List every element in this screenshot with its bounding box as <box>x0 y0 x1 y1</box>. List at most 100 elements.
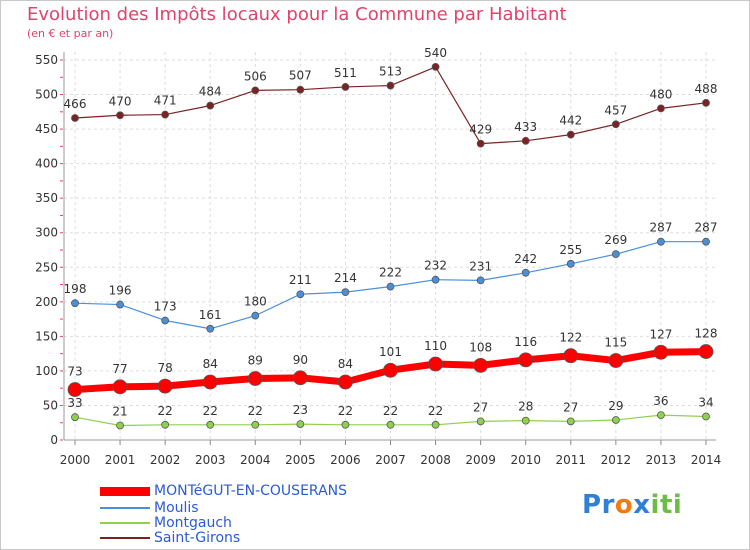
data-point <box>702 237 710 246</box>
data-point <box>383 362 398 378</box>
data-point <box>341 420 350 429</box>
data-label: 198 <box>64 282 87 296</box>
data-point <box>116 300 124 309</box>
x-tick-label: 2010 <box>510 453 541 467</box>
data-label: 480 <box>649 87 672 101</box>
legend-swatch-moulis <box>100 507 150 509</box>
data-label: 196 <box>109 284 132 298</box>
data-point <box>521 416 530 425</box>
logo-letter: r <box>601 490 615 520</box>
data-label: 442 <box>559 114 582 128</box>
data-point <box>518 352 534 368</box>
y-tick-label: 450 <box>35 122 58 136</box>
y-tick-label: 100 <box>35 364 58 378</box>
data-point <box>476 276 485 285</box>
data-label: 89 <box>248 354 263 368</box>
data-point <box>431 275 440 284</box>
data-label: 211 <box>289 273 312 287</box>
data-point <box>341 288 350 297</box>
data-point <box>202 374 218 390</box>
y-tick-label: 0 <box>50 433 58 447</box>
data-point <box>116 111 124 120</box>
data-point <box>386 420 395 429</box>
data-label: 116 <box>514 335 537 349</box>
logo-letter: x <box>633 490 651 520</box>
legend-label-moulis: Moulis <box>154 500 199 516</box>
data-label: 484 <box>199 85 222 99</box>
data-point <box>386 282 395 291</box>
data-point <box>251 420 260 429</box>
data-point <box>611 120 620 129</box>
data-label: 457 <box>604 103 627 117</box>
data-point <box>338 374 353 390</box>
data-point <box>67 382 83 397</box>
y-tick-label: 300 <box>35 226 58 240</box>
data-point <box>611 416 620 424</box>
data-point <box>608 353 624 368</box>
data-label: 78 <box>158 361 173 375</box>
y-tick-label: 250 <box>35 260 58 274</box>
data-point <box>161 420 170 429</box>
data-point <box>206 420 215 429</box>
data-label: 122 <box>559 331 582 345</box>
data-point <box>521 136 530 145</box>
data-label: 21 <box>112 404 127 418</box>
logo-letter: i <box>650 490 660 520</box>
data-label: 22 <box>203 404 218 418</box>
data-label: 22 <box>428 404 443 418</box>
chart-title: Evolution des Impôts locaux pour la Comm… <box>27 4 567 25</box>
logo-letter: i <box>672 490 683 520</box>
data-label: 540 <box>424 46 447 60</box>
legend-label-saint-girons: Saint-Girons <box>154 530 241 546</box>
data-point <box>157 378 173 394</box>
legend-label-montgauch: Montgauch <box>154 515 232 531</box>
legend-swatch-saint-girons <box>100 537 150 539</box>
data-label: 287 <box>649 221 672 235</box>
data-point <box>296 290 305 299</box>
logo-letter: P <box>582 490 602 520</box>
x-tick-label: 2001 <box>105 453 136 467</box>
y-tick-label: 500 <box>35 88 58 102</box>
data-label: 115 <box>604 336 627 350</box>
data-point <box>251 311 260 320</box>
data-label: 36 <box>653 394 668 408</box>
x-tick-label: 2004 <box>240 453 271 467</box>
data-label: 466 <box>64 97 87 111</box>
data-point <box>702 412 710 421</box>
data-label: 27 <box>473 400 488 414</box>
data-label: 84 <box>203 357 218 371</box>
data-label: 101 <box>379 345 402 359</box>
data-label: 110 <box>424 339 447 353</box>
data-label: 506 <box>244 69 267 83</box>
data-label: 84 <box>338 357 353 371</box>
y-tick-label: 200 <box>35 295 58 309</box>
data-point <box>563 348 579 364</box>
x-tick-label: 2007 <box>375 453 406 467</box>
x-tick-label: 2005 <box>285 453 316 467</box>
data-point <box>431 420 440 429</box>
data-point <box>161 110 170 119</box>
data-label: 511 <box>334 66 357 80</box>
data-label: 73 <box>67 365 82 379</box>
data-label: 470 <box>109 94 132 108</box>
y-tick-label: 350 <box>35 191 58 205</box>
data-point <box>566 130 575 139</box>
data-label: 507 <box>289 69 312 83</box>
data-label: 242 <box>514 252 537 266</box>
data-label: 77 <box>112 362 127 376</box>
data-point <box>431 63 440 71</box>
data-label: 23 <box>293 403 308 417</box>
data-point <box>476 139 485 148</box>
data-label: 34 <box>698 396 713 410</box>
data-point <box>71 413 79 422</box>
x-tick-label: 2014 <box>691 453 722 467</box>
data-label: 513 <box>379 65 402 79</box>
data-point <box>386 81 395 90</box>
data-label: 214 <box>334 271 357 285</box>
data-point <box>702 98 710 107</box>
legend-swatch-montegut <box>100 487 150 496</box>
y-tick-label: 150 <box>35 329 58 343</box>
data-point <box>473 357 489 373</box>
data-label: 255 <box>559 243 582 257</box>
data-point <box>341 83 350 91</box>
